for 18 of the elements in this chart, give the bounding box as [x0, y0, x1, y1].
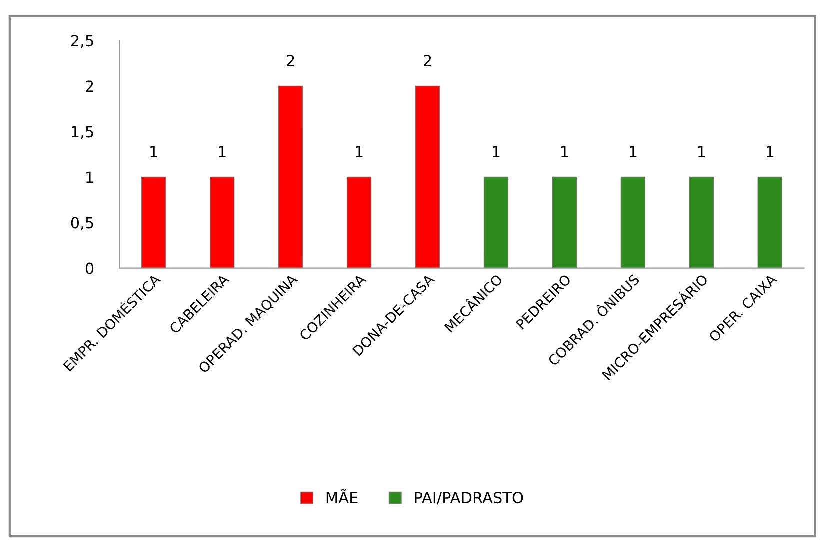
data-label: 2 — [424, 54, 432, 66]
data-label: 2 — [287, 54, 294, 66]
data-label: 1 — [493, 146, 500, 158]
data-label: 1 — [562, 146, 568, 158]
data-label: 1 — [150, 146, 158, 158]
y-tick-label: 1,5 — [72, 126, 94, 140]
legend-label: PAI/PADRASTO — [415, 492, 524, 505]
data-label: 1 — [630, 146, 637, 158]
y-tick-label: 0 — [86, 262, 94, 274]
legend-label: MÃE — [326, 489, 358, 504]
y-tick-label: 0,5 — [71, 217, 94, 230]
data-label: 1 — [219, 146, 226, 158]
data-label: 1 — [356, 146, 363, 158]
data-label: 1 — [766, 146, 774, 158]
y-tick-label: 2 — [86, 80, 94, 92]
data-label: 1 — [698, 146, 706, 158]
y-tick-label: 1 — [86, 172, 94, 184]
y-tick-label: 2,5 — [71, 35, 94, 48]
